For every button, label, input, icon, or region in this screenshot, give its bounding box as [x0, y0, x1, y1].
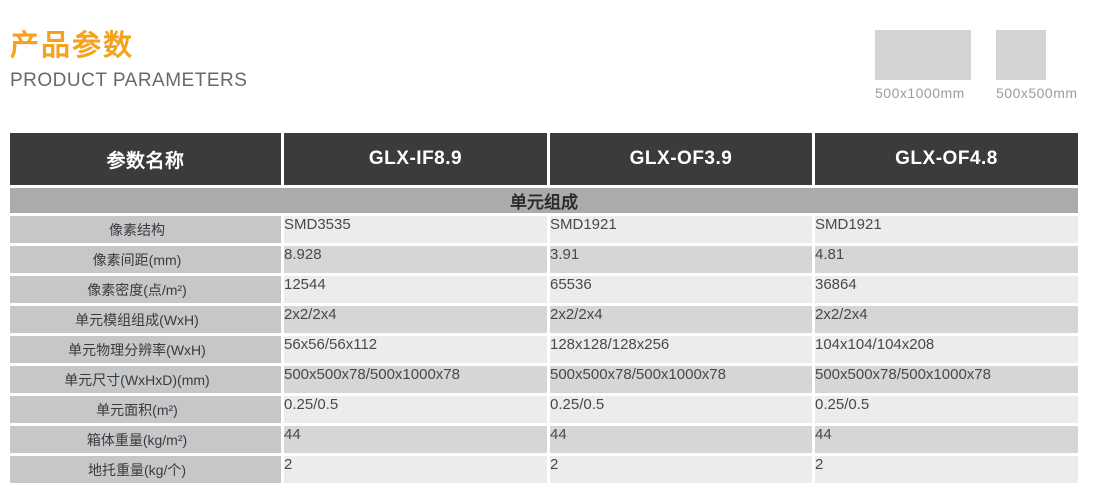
- param-value-cell: 2: [550, 456, 812, 483]
- param-label-cell: 地托重量(kg/个): [10, 456, 281, 483]
- panel-size-label-500x1000: 500x1000mm: [875, 85, 965, 101]
- param-value-cell: 2: [815, 456, 1078, 483]
- table-header-model-GLX-OF3.9: GLX-OF3.9: [550, 133, 812, 185]
- param-value-cell: 4.81: [815, 246, 1078, 273]
- param-value-cell: 500x500x78/500x1000x78: [284, 366, 547, 393]
- param-value-cell: SMD3535: [284, 216, 547, 243]
- param-value-cell: SMD1921: [550, 216, 812, 243]
- param-value-cell: 128x128/128x256: [550, 336, 812, 363]
- param-label-cell: 单元面积(m²): [10, 396, 281, 423]
- table-section-row: 单元组成: [10, 188, 1078, 213]
- param-value-cell: 44: [815, 426, 1078, 453]
- param-value-cell: 8.928: [284, 246, 547, 273]
- param-label-cell: 像素结构: [10, 216, 281, 243]
- param-label-cell: 单元模组组成(WxH): [10, 306, 281, 333]
- panel-size-swatch-500x1000: [875, 30, 971, 80]
- param-value-cell: 0.25/0.5: [284, 396, 547, 423]
- table-section-label: 单元组成: [510, 193, 578, 212]
- param-value-cell: 56x56/56x112: [284, 336, 547, 363]
- param-label-cell: 单元物理分辨率(WxH): [10, 336, 281, 363]
- param-label-cell: 单元尺寸(WxHxD)(mm): [10, 366, 281, 393]
- page-title: 产品参数: [10, 30, 135, 62]
- param-value-cell: 2: [284, 456, 547, 483]
- param-value-cell: 36864: [815, 276, 1078, 303]
- param-value-cell: 12544: [284, 276, 547, 303]
- param-value-cell: 44: [550, 426, 812, 453]
- param-value-cell: SMD1921: [815, 216, 1078, 243]
- param-value-cell: 0.25/0.5: [815, 396, 1078, 423]
- param-value-cell: 500x500x78/500x1000x78: [550, 366, 812, 393]
- param-value-cell: 500x500x78/500x1000x78: [815, 366, 1078, 393]
- product-parameters-table: 参数名称 GLX-IF8.9 GLX-OF3.9 GLX-OF4.8 单元组成 像素结构 S…: [10, 133, 1078, 483]
- param-value-cell: 65536: [550, 276, 812, 303]
- param-value-cell: 3.91: [550, 246, 812, 273]
- param-value-cell: 44: [284, 426, 547, 453]
- param-value-cell: 2x2/2x4: [550, 306, 812, 333]
- param-value-cell: 2x2/2x4: [815, 306, 1078, 333]
- param-label-cell: 像素间距(mm): [10, 246, 281, 273]
- page-subtitle: PRODUCT PARAMETERS: [10, 70, 248, 91]
- panel-size-swatch-500x500: [996, 30, 1046, 80]
- table-header-model-GLX-OF4.8: GLX-OF4.8: [815, 133, 1078, 185]
- param-value-cell: 2x2/2x4: [284, 306, 547, 333]
- table-header-model-GLX-IF8.9: GLX-IF8.9: [284, 133, 547, 185]
- param-label-cell: 像素密度(点/m²): [10, 276, 281, 303]
- table-header-param-name: 参数名称: [10, 133, 281, 185]
- panel-size-label-500x500: 500x500mm: [996, 85, 1078, 101]
- param-value-cell: 0.25/0.5: [550, 396, 812, 423]
- param-value-cell: 104x104/104x208: [815, 336, 1078, 363]
- param-label-cell: 箱体重量(kg/m²): [10, 426, 281, 453]
